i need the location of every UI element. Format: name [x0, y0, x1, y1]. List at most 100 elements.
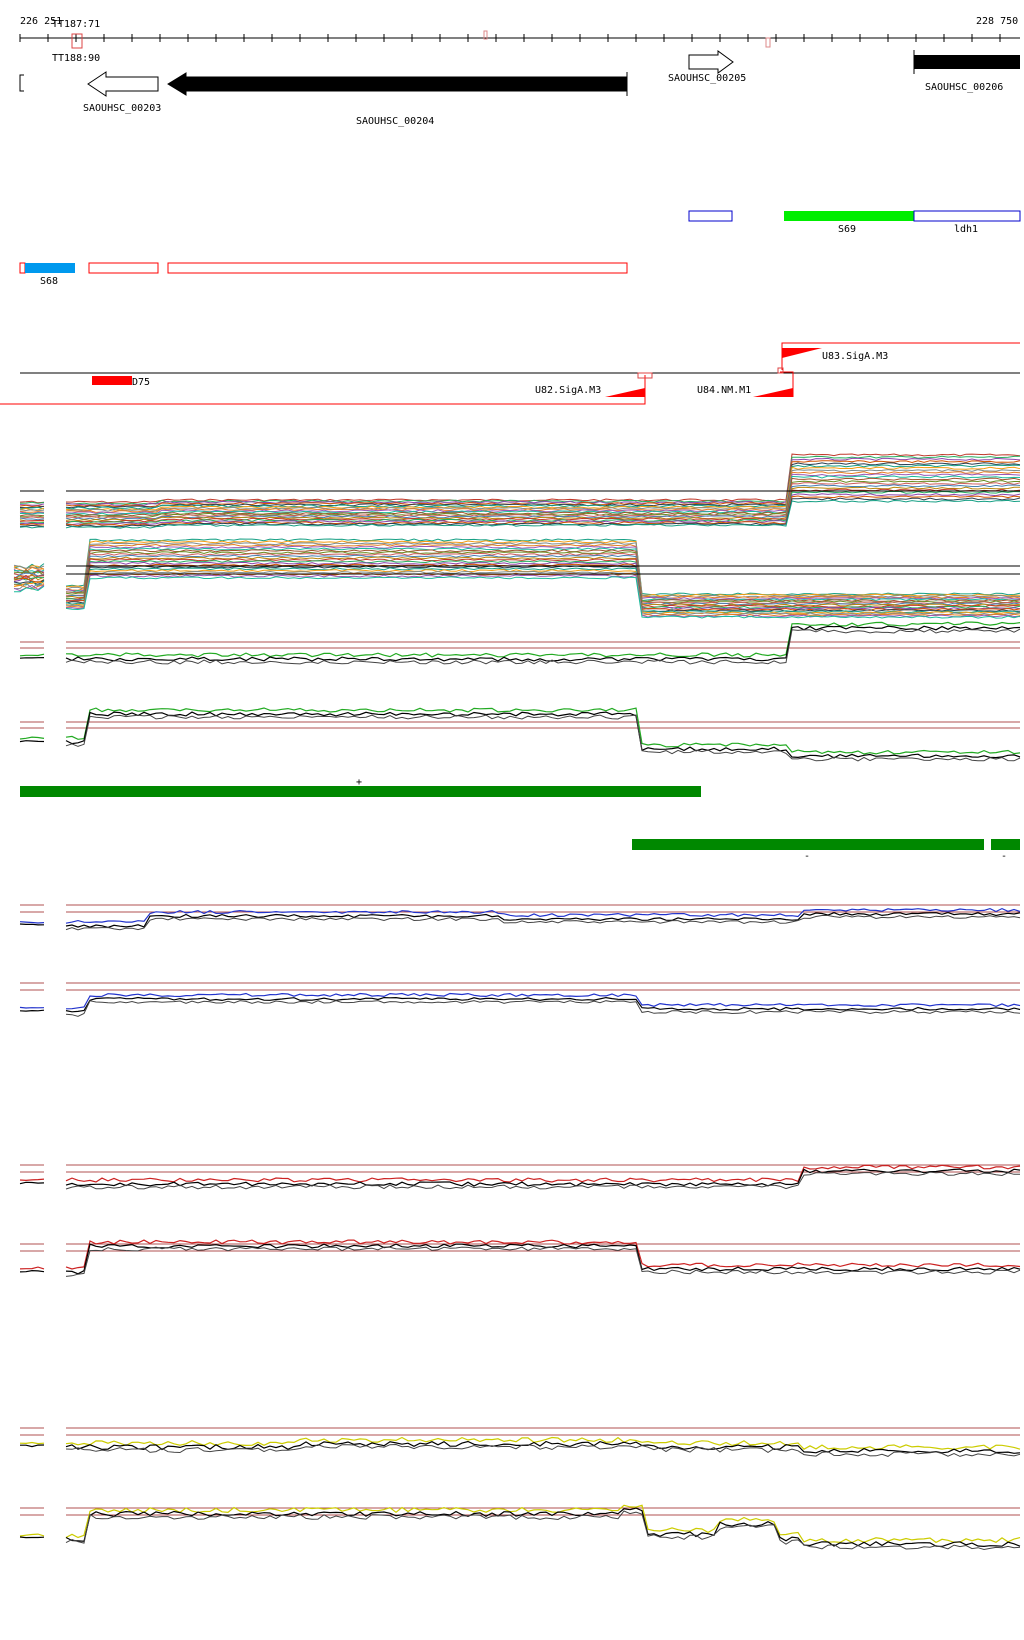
expression-line	[65, 473, 1021, 515]
segment-minus[interactable]	[991, 839, 1020, 850]
expression-line	[65, 542, 1021, 598]
expression-line	[65, 1168, 1021, 1187]
promoter-label-u84: U84.NM.M1	[697, 385, 751, 396]
expression-line	[13, 585, 45, 593]
expression-line	[19, 1006, 45, 1009]
expression-line	[19, 504, 45, 508]
feature-label-s68: S68	[40, 276, 58, 287]
gene-label-saouhsc-00206: SAOUHSC_00206	[925, 82, 1003, 93]
expression-line	[65, 464, 1021, 510]
promoter-label-d75: D75	[132, 377, 150, 388]
expression-tracks	[13, 453, 1021, 1551]
terminator-mark	[765, 37, 771, 48]
expression-line	[19, 740, 45, 743]
expression-line	[65, 469, 1021, 512]
expression-line	[13, 581, 45, 588]
expression-line	[65, 482, 1021, 520]
promoter-label-u83: U83.SigA.M3	[822, 351, 888, 362]
expression-line	[19, 526, 45, 529]
expression-line	[65, 455, 1021, 505]
expression-line	[13, 566, 45, 573]
feature-box-blue[interactable]	[688, 210, 733, 222]
expression-line	[19, 1269, 45, 1273]
expression-line	[65, 711, 1021, 759]
expression-line	[19, 512, 45, 515]
expression-line	[65, 499, 1021, 529]
feature-box-red[interactable]	[167, 262, 628, 274]
promoter-flag-u82[interactable]	[605, 388, 645, 397]
expression-line	[65, 554, 1021, 606]
feature-s69[interactable]	[784, 211, 914, 221]
feature-track-reverse: S68	[19, 262, 628, 287]
feature-s68[interactable]	[25, 263, 75, 273]
promoter-track: U83.SigA.M3 D75 U82.SigA.M3 U84.NM.M1	[0, 342, 1020, 405]
expression-line	[65, 570, 1021, 616]
expression-line	[65, 1243, 1021, 1275]
expression-line	[65, 1440, 1021, 1454]
expression-line	[19, 1266, 45, 1270]
expression-line	[19, 503, 45, 506]
expression-line	[13, 573, 45, 581]
terminator-mark-tt188	[71, 33, 83, 49]
expression-line	[65, 490, 1021, 524]
expression-line	[19, 1536, 45, 1539]
expression-line	[65, 1436, 1021, 1451]
gene-arrow-saouhsc-00206[interactable]	[914, 55, 1020, 69]
gene-label-saouhsc-00205: SAOUHSC_00205	[668, 73, 746, 84]
expression-line	[19, 510, 45, 513]
expression-line	[13, 584, 45, 592]
expression-line	[65, 625, 1021, 662]
expression-line	[65, 552, 1021, 605]
gene-label-saouhsc-00203: SAOUHSC_00203	[83, 103, 161, 114]
terminator-label-tt188: TT188:90	[52, 53, 100, 64]
expression-line	[19, 523, 45, 526]
expression-line	[65, 628, 1021, 665]
feature-box-red[interactable]	[88, 262, 159, 274]
expression-line	[19, 736, 45, 740]
expression-line	[19, 517, 45, 521]
feature-ldh1[interactable]	[913, 210, 1021, 222]
expression-line	[65, 1510, 1021, 1551]
expression-line	[19, 921, 45, 924]
expression-line	[65, 479, 1020, 518]
segment-track: + - -	[20, 777, 1020, 862]
expression-line	[19, 505, 45, 509]
expression-line	[66, 558, 1021, 608]
expression-line	[19, 1009, 45, 1012]
expression-line	[65, 457, 1021, 506]
expression-line	[65, 1171, 1020, 1190]
expression-line	[65, 497, 1021, 528]
expression-line	[19, 524, 45, 528]
expression-line	[19, 923, 45, 926]
feature-track-forward: S69 ldh1	[688, 210, 1021, 235]
promoter-flag-u83[interactable]	[782, 348, 822, 358]
segment-minus-marker: -	[804, 851, 810, 862]
expression-line	[20, 1444, 45, 1448]
promoter-flag-u84[interactable]	[753, 388, 793, 397]
expression-line	[65, 996, 1021, 1013]
terminator-label-tt187: TT187:71	[52, 19, 100, 30]
segment-plus[interactable]	[20, 786, 701, 797]
coordinate-ruler: 226 251 228 750 TT187:71 TT188:90	[19, 16, 1020, 64]
expression-line	[65, 488, 1021, 523]
feature-d75[interactable]	[92, 376, 132, 385]
expression-line	[65, 707, 1021, 755]
gene-arrow-saouhsc-00204[interactable]	[167, 72, 628, 96]
expression-line	[65, 561, 1021, 610]
expression-line	[65, 1507, 1021, 1548]
gene-label-saouhsc-00204: SAOUHSC_00204	[356, 116, 434, 127]
expression-line	[65, 911, 1021, 929]
expression-line	[65, 563, 1021, 611]
gene-arrow-saouhsc-00205[interactable]	[688, 50, 734, 74]
feature-box-red[interactable]	[19, 262, 26, 274]
promoter-line-u82	[0, 375, 646, 405]
expression-line	[19, 1178, 45, 1182]
expression-line	[65, 714, 1021, 762]
promoter-label-u82: U82.SigA.M3	[535, 385, 601, 396]
expression-line	[19, 501, 45, 504]
gene-arrow-saouhsc-00203[interactable]	[87, 71, 159, 97]
feature-label-s69: S69	[838, 224, 856, 235]
expression-line	[65, 567, 1021, 614]
segment-minus[interactable]	[632, 839, 984, 850]
